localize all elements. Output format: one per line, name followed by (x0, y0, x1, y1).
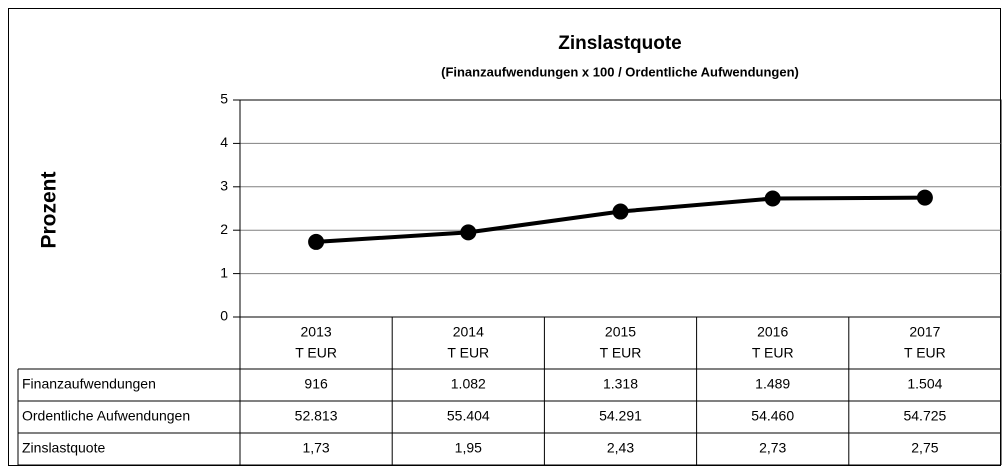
x-tick-label: 2016 (757, 324, 788, 340)
table-cell: 916 (304, 376, 328, 392)
y-axis-label: Prozent (38, 171, 61, 248)
x-tick-unit: T EUR (447, 345, 489, 361)
y-tick-label: 1 (220, 264, 228, 280)
data-point (612, 203, 629, 220)
table-cell: 54.725 (903, 408, 946, 424)
y-tick-label: 4 (220, 134, 228, 150)
y-tick-label: 3 (220, 178, 228, 194)
x-tick-unit: T EUR (295, 345, 337, 361)
x-tick-label: 2014 (453, 324, 484, 340)
data-point (916, 189, 933, 206)
row-label: Ordentliche Aufwendungen (22, 408, 190, 424)
data-point (308, 233, 325, 250)
table-cell: 1.504 (907, 376, 942, 392)
table-cell: 55.404 (447, 408, 490, 424)
table-cell: 2,43 (607, 440, 634, 456)
table-cell: 54.460 (751, 408, 794, 424)
data-point (460, 224, 477, 241)
chart-subtitle: (Finanzaufwendungen x 100 / Ordentliche … (441, 64, 799, 79)
row-label: Finanzaufwendungen (22, 376, 156, 392)
y-tick-label: 0 (220, 308, 228, 324)
y-tick-label: 5 (220, 91, 228, 107)
row-label: Zinslastquote (22, 440, 105, 456)
x-tick-label: 2017 (909, 324, 940, 340)
table-cell: 2,73 (759, 440, 786, 456)
table-cell: 52.813 (295, 408, 338, 424)
table-cell: 1,95 (455, 440, 482, 456)
plot-border (239, 99, 1002, 318)
x-tick-unit: T EUR (904, 345, 946, 361)
table-cell: 1.489 (755, 376, 790, 392)
x-tick-unit: T EUR (752, 345, 794, 361)
table-cell: 1.082 (451, 376, 486, 392)
table-cell: 1,73 (302, 440, 329, 456)
y-tick-label: 2 (220, 221, 228, 237)
data-point (764, 190, 781, 207)
table-cell: 1.318 (603, 376, 638, 392)
table-cell: 2,75 (911, 440, 938, 456)
x-tick-label: 2015 (605, 324, 636, 340)
x-tick-unit: T EUR (600, 345, 642, 361)
table-cell: 54.291 (599, 408, 642, 424)
chart-title: Zinslastquote (558, 33, 682, 54)
chart-frame (8, 8, 1001, 466)
x-tick-label: 2013 (301, 324, 332, 340)
